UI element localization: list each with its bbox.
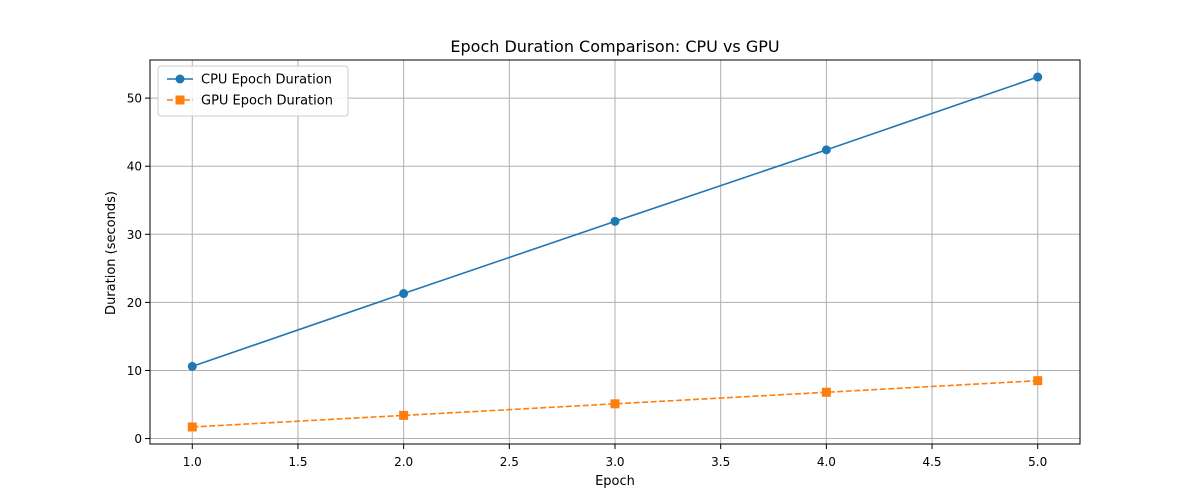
series-line xyxy=(192,379,1038,428)
x-tick-label: 2.5 xyxy=(500,455,519,469)
y-tick-label: 30 xyxy=(127,228,142,242)
x-axis-title: Epoch xyxy=(595,474,635,489)
legend-label: GPU Epoch Duration xyxy=(201,94,333,109)
data-point xyxy=(1033,376,1043,386)
x-tick-label: 3.0 xyxy=(605,455,624,469)
x-tick-label: 1.0 xyxy=(183,455,202,469)
series-gpu xyxy=(187,376,1043,432)
legend-handle xyxy=(167,95,193,105)
chart-title: Epoch Duration Comparison: CPU vs GPU xyxy=(450,37,779,56)
data-point xyxy=(399,410,409,420)
y-axis-title: Duration (seconds) xyxy=(104,191,119,315)
y-tick-label: 0 xyxy=(134,432,142,446)
tick-marks: 1.0 1.5 2.0 2.5 3.0 3.5 4.0 4.5 5.0 0 10 20 30 40 50 xyxy=(127,92,1048,469)
data-point xyxy=(1033,72,1043,82)
data-point xyxy=(399,289,409,299)
y-tick-label: 40 xyxy=(127,160,142,174)
series-cpu xyxy=(187,72,1043,371)
legend-box xyxy=(157,65,349,117)
x-tick-label: 5.0 xyxy=(1028,455,1047,469)
grid-lines xyxy=(150,60,1080,444)
data-point xyxy=(610,216,620,226)
data-point xyxy=(187,422,197,432)
data-point xyxy=(821,145,831,155)
x-tick-label: 1.5 xyxy=(288,455,307,469)
x-tick-label: 3.5 xyxy=(711,455,730,469)
x-tick-label: 2.0 xyxy=(394,455,413,469)
legend: CPU Epoch Duration GPU Epoch Duration xyxy=(157,65,349,117)
legend-handle xyxy=(167,74,193,84)
x-tick-label: 4.0 xyxy=(817,455,836,469)
legend-label: CPU Epoch Duration xyxy=(201,73,332,88)
series-layer xyxy=(187,72,1043,432)
data-point xyxy=(610,399,620,409)
x-tick-label: 4.5 xyxy=(922,455,941,469)
data-point xyxy=(821,387,831,397)
legend-marker xyxy=(175,95,185,105)
y-tick-label: 50 xyxy=(127,92,142,106)
y-tick-label: 20 xyxy=(127,296,142,310)
legend-marker xyxy=(175,74,185,84)
y-tick-label: 10 xyxy=(127,364,142,378)
data-point xyxy=(187,361,197,371)
